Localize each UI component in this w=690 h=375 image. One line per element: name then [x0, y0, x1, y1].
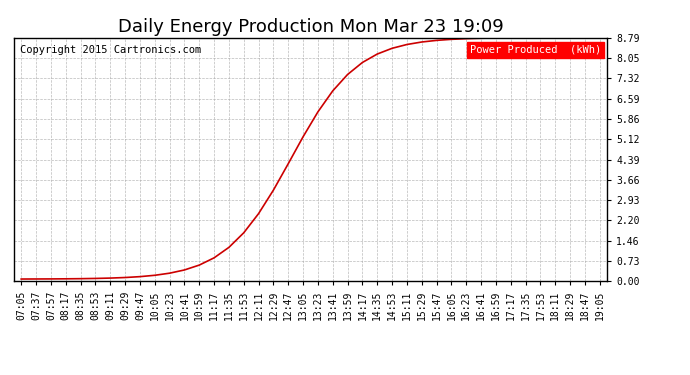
Title: Daily Energy Production Mon Mar 23 19:09: Daily Energy Production Mon Mar 23 19:09: [117, 18, 504, 36]
Text: Power Produced  (kWh): Power Produced (kWh): [470, 45, 601, 55]
Text: Copyright 2015 Cartronics.com: Copyright 2015 Cartronics.com: [20, 45, 201, 55]
